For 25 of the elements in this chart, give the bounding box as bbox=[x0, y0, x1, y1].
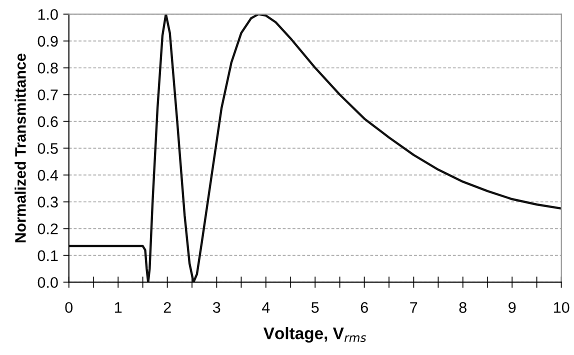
y-tick-label: 0.1 bbox=[38, 250, 58, 262]
x-tick-label: 2 bbox=[164, 302, 171, 313]
y-tick-label: 0.9 bbox=[38, 36, 58, 47]
y-tick-label: 0.6 bbox=[38, 116, 58, 128]
x-axis-title: Voltage, V$_{rms}$ bbox=[263, 327, 366, 343]
x-tick-label: 6 bbox=[360, 302, 368, 313]
y-tick-label: 0.7 bbox=[38, 89, 58, 100]
x-tick-label: 8 bbox=[459, 302, 466, 313]
x-tick-label: 10 bbox=[554, 302, 570, 313]
y-tick-label: 1.0 bbox=[38, 9, 58, 20]
y-tick-label: 0.4 bbox=[38, 170, 58, 181]
x-tick-label: 1 bbox=[115, 302, 122, 313]
x-tick-label: 7 bbox=[410, 302, 418, 313]
x-tick-label: 3 bbox=[212, 302, 220, 313]
x-tick-label: 4 bbox=[262, 302, 270, 313]
y-tick-label: 0.3 bbox=[38, 196, 58, 208]
x-tick-label: 9 bbox=[508, 302, 516, 313]
x-tick-label: 5 bbox=[311, 302, 319, 313]
x-tick-label: 0 bbox=[65, 302, 73, 313]
y-axis-title: Normalized Transmittance bbox=[14, 54, 26, 242]
y-tick-label: 0.5 bbox=[38, 143, 58, 154]
y-tick-label: 0.0 bbox=[38, 277, 58, 288]
y-tick-label: 0.8 bbox=[38, 62, 58, 74]
y-tick-label: 0.2 bbox=[38, 223, 58, 234]
line-series bbox=[68, 14, 562, 282]
